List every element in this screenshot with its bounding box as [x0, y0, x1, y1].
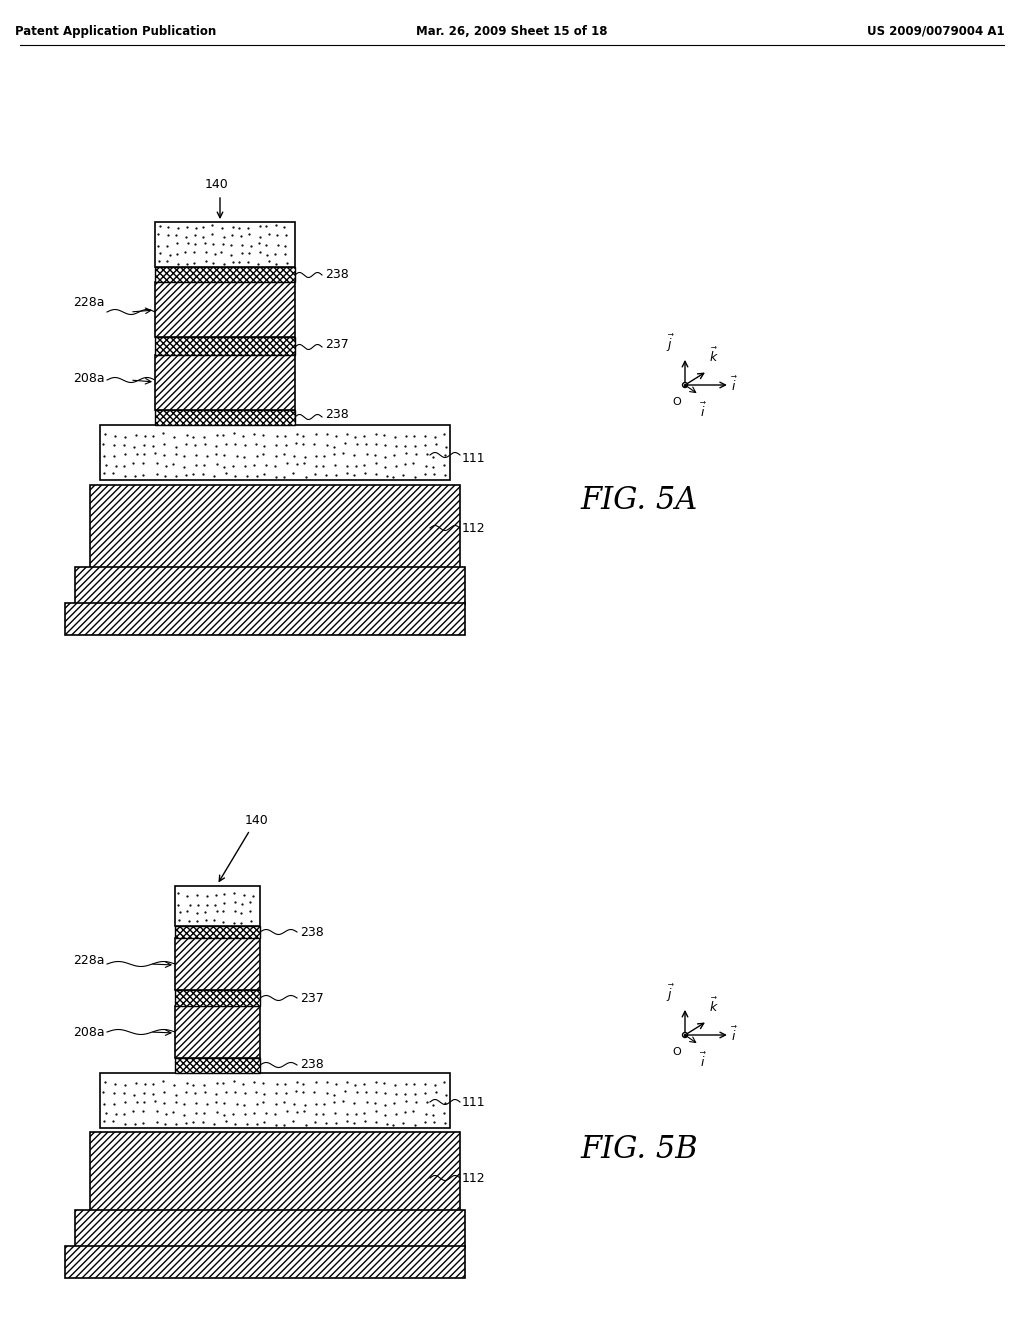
Text: 238: 238: [300, 925, 324, 939]
Text: 238: 238: [300, 1059, 324, 1072]
Bar: [155, 337, 295, 355]
Bar: [155, 282, 295, 337]
Text: $\vec{i}$: $\vec{i}$: [700, 403, 708, 421]
Bar: [155, 267, 295, 282]
Bar: [155, 355, 295, 411]
Text: 111: 111: [462, 451, 485, 465]
Text: 228a: 228a: [74, 296, 105, 309]
Bar: [90, 1133, 460, 1212]
Text: 112: 112: [462, 1172, 485, 1184]
Text: 238: 238: [325, 408, 349, 421]
Bar: [175, 886, 260, 927]
Text: FIG. 5A: FIG. 5A: [580, 484, 697, 516]
Bar: [175, 1059, 260, 1073]
Bar: [100, 425, 450, 480]
Text: Patent Application Publication: Patent Application Publication: [15, 25, 216, 38]
Text: 238: 238: [325, 268, 349, 281]
Bar: [175, 927, 260, 939]
Text: 140: 140: [205, 178, 228, 191]
Bar: [90, 484, 460, 570]
Bar: [175, 1006, 260, 1059]
Text: US 2009/0079004 A1: US 2009/0079004 A1: [867, 25, 1005, 38]
Text: $\vec{j}$: $\vec{j}$: [666, 982, 675, 1005]
Text: $\vec{j}$: $\vec{j}$: [666, 333, 675, 354]
Text: O: O: [673, 397, 681, 407]
Text: Mar. 26, 2009 Sheet 15 of 18: Mar. 26, 2009 Sheet 15 of 18: [416, 25, 608, 38]
Bar: [75, 1210, 465, 1247]
Text: $\vec{k}$: $\vec{k}$: [709, 997, 719, 1015]
Text: 208a: 208a: [74, 371, 105, 384]
Text: 140: 140: [245, 813, 268, 826]
Text: 237: 237: [300, 991, 324, 1005]
Text: 208a: 208a: [74, 1026, 105, 1039]
Text: FIG. 5B: FIG. 5B: [580, 1134, 697, 1166]
Text: $\vec{k}$: $\vec{k}$: [709, 346, 719, 364]
Bar: [100, 1073, 450, 1129]
Text: 112: 112: [462, 521, 485, 535]
Bar: [175, 990, 260, 1006]
Text: 237: 237: [325, 338, 349, 351]
Bar: [65, 1246, 465, 1278]
Bar: [155, 411, 295, 425]
Bar: [75, 568, 465, 605]
Text: $\vec{i}$: $\vec{i}$: [700, 1052, 708, 1071]
Text: $\vec{i}$: $\vec{i}$: [731, 376, 738, 395]
Text: 228a: 228a: [74, 953, 105, 966]
Text: 111: 111: [462, 1097, 485, 1110]
Bar: [175, 939, 260, 990]
Text: O: O: [673, 1047, 681, 1057]
Bar: [155, 222, 295, 267]
Text: $\vec{i}$: $\vec{i}$: [731, 1026, 738, 1044]
Bar: [65, 603, 465, 635]
